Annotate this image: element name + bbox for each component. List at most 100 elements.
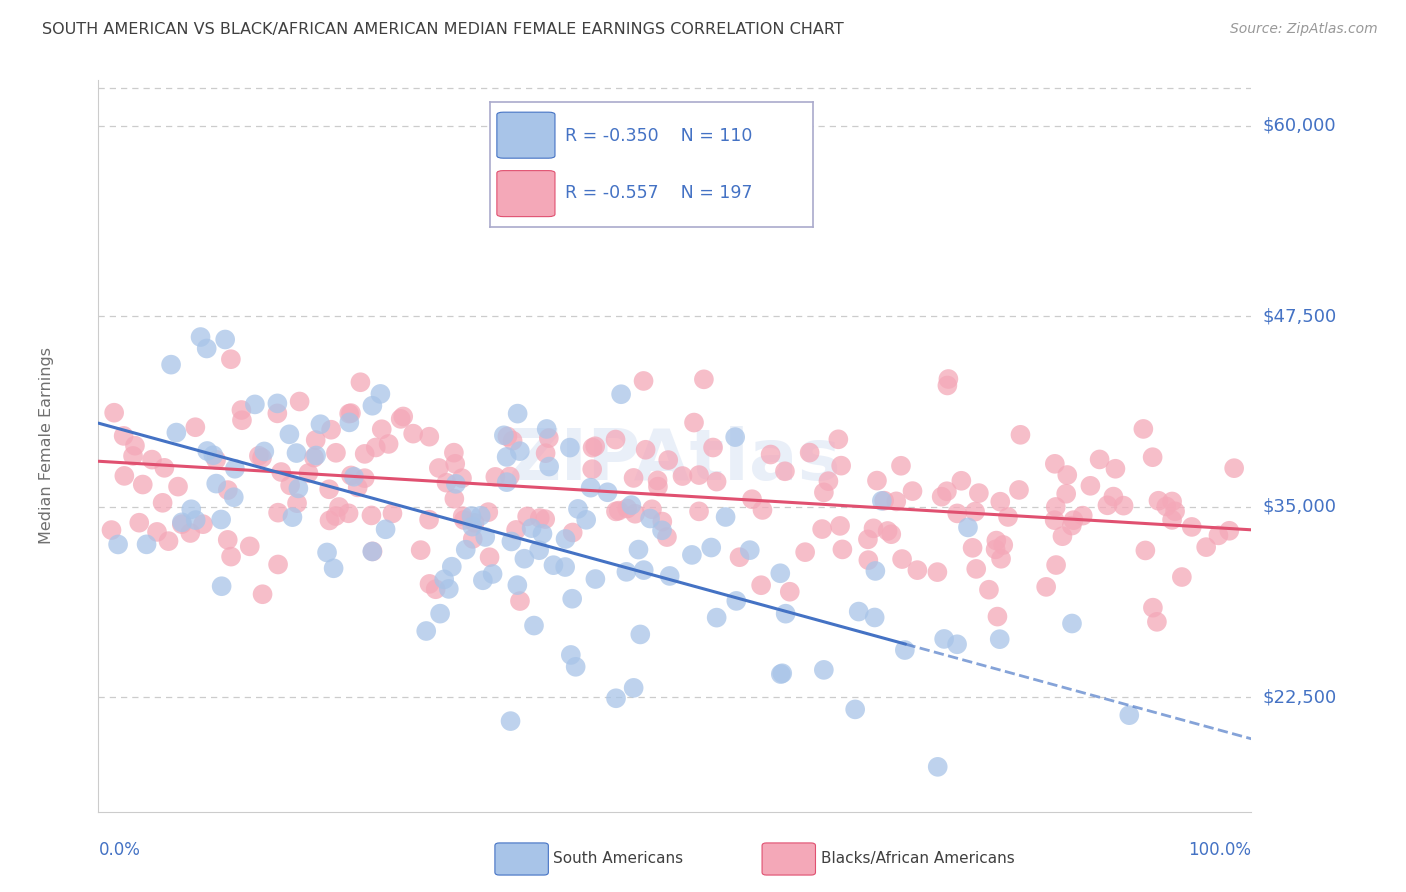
Point: [278, 478, 301, 492]
Point: [165, 425, 187, 440]
Point: [794, 545, 817, 559]
Point: [443, 445, 465, 459]
Point: [179, 526, 201, 541]
Point: [962, 541, 984, 555]
Point: [107, 537, 129, 551]
Point: [769, 667, 792, 681]
Point: [364, 441, 387, 455]
Point: [471, 574, 494, 588]
Point: [988, 632, 1011, 647]
Point: [946, 507, 969, 521]
Point: [128, 516, 150, 530]
Point: [513, 551, 536, 566]
Point: [267, 506, 290, 520]
Point: [607, 503, 630, 517]
Point: [536, 422, 558, 436]
Point: [153, 460, 176, 475]
Point: [502, 434, 524, 448]
Point: [905, 563, 928, 577]
Point: [863, 610, 886, 624]
Point: [392, 409, 415, 424]
Point: [409, 543, 432, 558]
Point: [583, 572, 606, 586]
Point: [534, 512, 557, 526]
Point: [205, 476, 228, 491]
Point: [322, 561, 344, 575]
Point: [931, 490, 953, 504]
Point: [495, 450, 517, 464]
Point: [693, 372, 716, 386]
Point: [337, 506, 360, 520]
Point: [527, 543, 550, 558]
Point: [901, 484, 924, 499]
Point: [319, 423, 342, 437]
Point: [702, 441, 724, 455]
Point: [655, 530, 678, 544]
Point: [318, 513, 340, 527]
Point: [270, 465, 292, 479]
Point: [529, 511, 551, 525]
Point: [219, 352, 242, 367]
Point: [560, 648, 582, 662]
Point: [425, 582, 447, 597]
Point: [658, 569, 681, 583]
Point: [880, 527, 903, 541]
Point: [751, 503, 773, 517]
Point: [180, 502, 202, 516]
Point: [538, 459, 561, 474]
Point: [641, 502, 664, 516]
Point: [579, 481, 602, 495]
Point: [285, 496, 308, 510]
Point: [499, 714, 522, 728]
Point: [616, 565, 638, 579]
Point: [1080, 479, 1102, 493]
Point: [1118, 708, 1140, 723]
Point: [865, 564, 887, 578]
Point: [389, 412, 412, 426]
Point: [1054, 487, 1077, 501]
Point: [1088, 452, 1111, 467]
Point: [1223, 461, 1246, 475]
Point: [769, 566, 792, 581]
Point: [239, 539, 262, 553]
Point: [817, 474, 839, 488]
Point: [371, 422, 394, 436]
Point: [567, 502, 589, 516]
Point: [374, 522, 396, 536]
Point: [534, 446, 557, 460]
Point: [360, 508, 382, 523]
Point: [773, 464, 796, 478]
Point: [370, 387, 392, 401]
Point: [217, 483, 239, 497]
Point: [122, 449, 145, 463]
Point: [651, 515, 673, 529]
Point: [402, 426, 425, 441]
Point: [509, 444, 531, 458]
Point: [287, 482, 309, 496]
Point: [202, 448, 225, 462]
Point: [195, 342, 218, 356]
Point: [844, 702, 866, 716]
Point: [377, 437, 399, 451]
Point: [706, 475, 728, 489]
Point: [700, 541, 723, 555]
Point: [302, 450, 325, 465]
Point: [811, 522, 834, 536]
Point: [1071, 508, 1094, 523]
Text: SOUTH AMERICAN VS BLACK/AFRICAN AMERICAN MEDIAN FEMALE EARNINGS CORRELATION CHAR: SOUTH AMERICAN VS BLACK/AFRICAN AMERICAN…: [42, 22, 844, 37]
Point: [195, 444, 218, 458]
Point: [418, 513, 440, 527]
Point: [561, 525, 583, 540]
Point: [683, 416, 706, 430]
Text: Blacks/African Americans: Blacks/African Americans: [821, 852, 1015, 866]
Point: [349, 376, 371, 390]
Point: [581, 441, 603, 455]
Point: [1045, 500, 1067, 514]
Point: [506, 407, 529, 421]
Point: [946, 637, 969, 651]
Point: [1043, 513, 1066, 527]
Point: [170, 517, 193, 532]
Point: [250, 450, 273, 465]
Point: [1104, 462, 1126, 476]
Point: [112, 469, 135, 483]
